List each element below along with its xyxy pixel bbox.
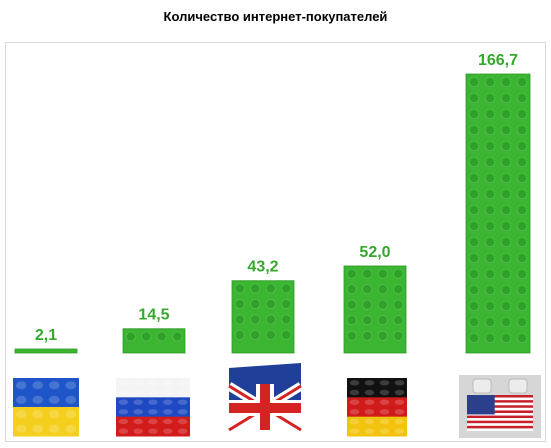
ukraine-flag-lego-icon bbox=[13, 378, 79, 437]
bar-value-label-2: 14,5 bbox=[138, 307, 169, 324]
bar-3 bbox=[231, 280, 295, 354]
uk-flag-lego-icon bbox=[226, 362, 304, 434]
bar-2 bbox=[122, 328, 186, 354]
bar-body-1 bbox=[14, 348, 78, 354]
bar-1 bbox=[14, 348, 78, 354]
usa-flag-lego-icon bbox=[459, 375, 541, 438]
bar-value-label-1: 2,1 bbox=[35, 327, 57, 344]
bar-value-label-4: 52,0 bbox=[359, 244, 390, 261]
bar-5 bbox=[465, 73, 531, 354]
chart-title: Количество интернет-покупателей bbox=[163, 9, 388, 24]
plot-frame bbox=[5, 42, 546, 442]
russia-flag-lego-icon bbox=[116, 378, 190, 437]
bar-value-label-5: 166,7 bbox=[478, 52, 518, 69]
germany-flag-lego-icon bbox=[347, 378, 407, 437]
bar-4 bbox=[343, 265, 407, 354]
bar-value-label-3: 43,2 bbox=[247, 259, 278, 276]
